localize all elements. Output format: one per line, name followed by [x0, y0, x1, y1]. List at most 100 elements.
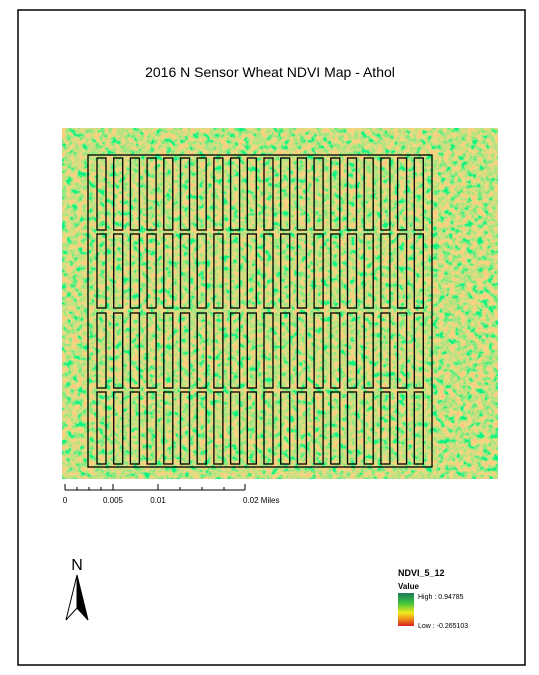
plot	[330, 233, 341, 309]
plot	[229, 157, 241, 231]
plot	[413, 233, 424, 309]
plot	[346, 157, 358, 231]
plot	[229, 312, 241, 389]
plot	[179, 391, 191, 465]
plot	[330, 157, 341, 231]
scale-label: 0.01	[150, 496, 166, 505]
plot	[313, 157, 324, 231]
plot	[146, 157, 157, 231]
plot	[380, 157, 391, 231]
plot	[213, 391, 224, 465]
plot	[330, 312, 341, 389]
plot-boundaries	[87, 154, 433, 468]
plot	[196, 233, 207, 309]
ndvi-raster	[62, 128, 498, 479]
plot	[313, 233, 324, 309]
plot	[396, 312, 408, 389]
plot	[163, 233, 174, 309]
plot	[196, 157, 207, 231]
scale-bar	[64, 484, 246, 491]
page-frame	[17, 9, 526, 666]
plot	[196, 312, 207, 389]
plot	[146, 391, 157, 465]
legend-low: Low : -0.265103	[418, 623, 468, 630]
plot	[163, 391, 174, 465]
plot	[213, 157, 224, 231]
plot	[363, 391, 374, 465]
plot	[380, 233, 391, 309]
plot	[196, 391, 207, 465]
plot	[246, 312, 257, 389]
plot	[380, 312, 391, 389]
plot	[246, 157, 257, 231]
plot	[246, 233, 257, 309]
plot	[96, 233, 107, 309]
legend-ramp	[398, 593, 414, 626]
plot	[396, 157, 408, 231]
north-arrow-left	[65, 574, 78, 621]
plot	[146, 233, 157, 309]
legend-subtitle: Value	[398, 582, 419, 591]
plot	[363, 157, 374, 231]
plot	[129, 233, 141, 309]
plot	[229, 391, 241, 465]
plot	[263, 312, 274, 389]
plot	[280, 312, 291, 389]
plot	[246, 391, 257, 465]
plot	[179, 157, 191, 231]
plot	[346, 312, 358, 389]
scale-label: 0.02 Miles	[243, 496, 279, 505]
north-label: N	[71, 557, 83, 574]
plot	[96, 312, 107, 389]
plot	[280, 391, 291, 465]
plot	[296, 233, 308, 309]
scale-label: 0	[63, 496, 68, 505]
plot	[280, 233, 291, 309]
plot	[146, 312, 157, 389]
plot	[380, 391, 391, 465]
plot	[296, 312, 308, 389]
plot	[113, 391, 124, 465]
legend-title: NDVI_5_12	[398, 568, 445, 578]
plot	[96, 391, 107, 465]
plot	[413, 157, 424, 231]
north-arrow-right	[76, 574, 89, 621]
plot	[396, 233, 408, 309]
plot	[396, 391, 408, 465]
plot	[263, 233, 274, 309]
plot	[313, 391, 324, 465]
plot	[179, 312, 191, 389]
plot	[413, 391, 424, 465]
plot	[330, 391, 341, 465]
plot	[213, 233, 224, 309]
plot	[346, 233, 358, 309]
plot	[129, 157, 141, 231]
plot	[229, 233, 241, 309]
plot	[263, 391, 274, 465]
plot	[129, 391, 141, 465]
scale-label: 0.005	[103, 496, 124, 505]
plot	[363, 233, 374, 309]
plot	[113, 312, 124, 389]
plot	[296, 157, 308, 231]
plot	[179, 233, 191, 309]
plot	[346, 391, 358, 465]
plot	[213, 312, 224, 389]
plot	[280, 157, 291, 231]
map-title: 2016 N Sensor Wheat NDVI Map - Athol	[145, 64, 395, 80]
legend-high: High : 0.94785	[418, 594, 464, 601]
plot	[113, 157, 124, 231]
field-boundary	[87, 154, 433, 468]
plot	[113, 233, 124, 309]
plot	[363, 312, 374, 389]
plot	[313, 312, 324, 389]
plot	[129, 312, 141, 389]
plot	[413, 312, 424, 389]
plot	[296, 391, 308, 465]
plot	[163, 157, 174, 231]
plot	[263, 157, 274, 231]
plot	[96, 157, 107, 231]
plot	[163, 312, 174, 389]
